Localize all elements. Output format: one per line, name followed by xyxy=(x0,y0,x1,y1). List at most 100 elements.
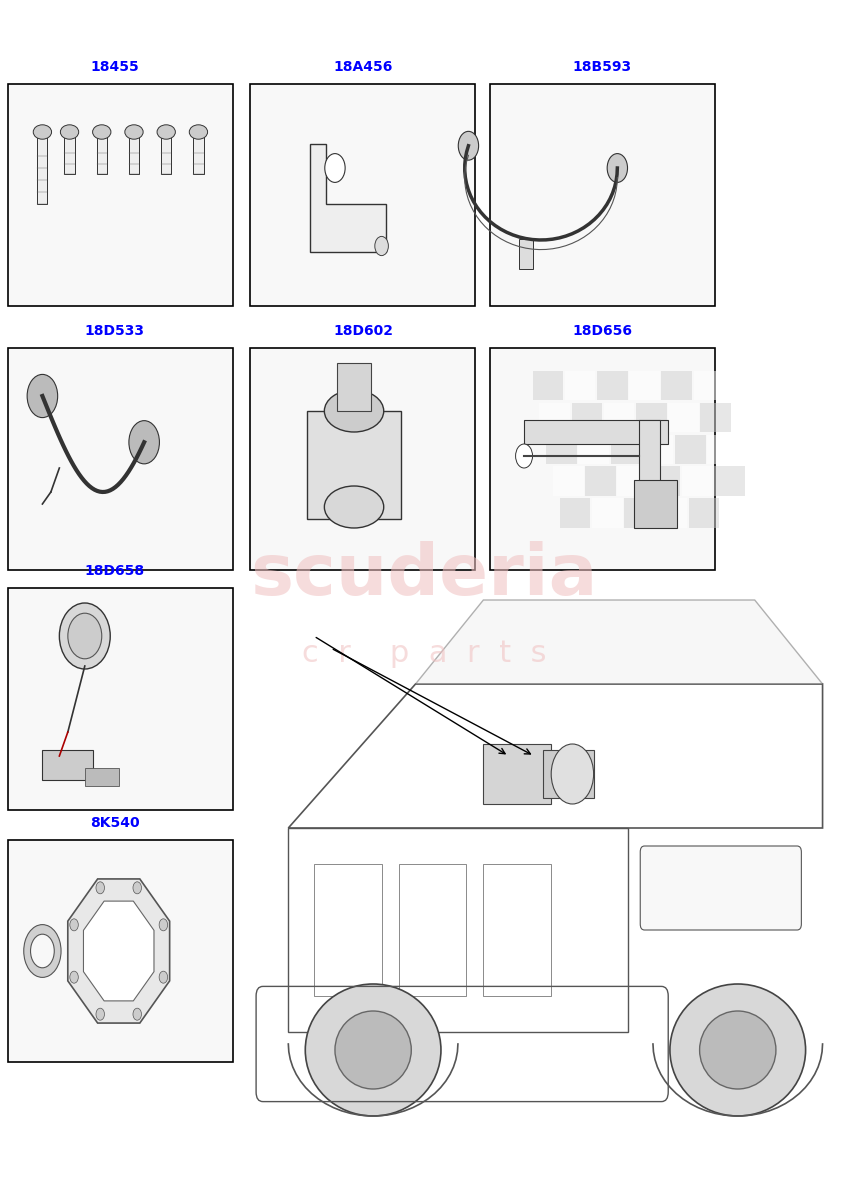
Bar xyxy=(543,750,594,798)
Ellipse shape xyxy=(68,613,102,659)
Bar xyxy=(483,744,551,804)
Bar xyxy=(597,371,628,401)
Text: 18D656: 18D656 xyxy=(572,324,632,338)
Ellipse shape xyxy=(700,1010,776,1090)
Bar xyxy=(307,410,400,518)
Bar xyxy=(483,864,551,996)
Bar xyxy=(643,434,673,464)
Bar xyxy=(714,467,745,496)
Bar xyxy=(553,467,583,496)
Bar xyxy=(337,362,371,410)
Circle shape xyxy=(70,971,78,983)
Bar xyxy=(624,498,655,528)
Polygon shape xyxy=(68,878,170,1024)
Ellipse shape xyxy=(551,744,594,804)
Ellipse shape xyxy=(670,984,806,1116)
Ellipse shape xyxy=(59,602,110,670)
Circle shape xyxy=(133,882,142,894)
Bar xyxy=(399,864,466,996)
Bar xyxy=(85,768,119,786)
Text: 18B593: 18B593 xyxy=(572,60,632,74)
Ellipse shape xyxy=(125,125,143,139)
Bar xyxy=(519,239,533,269)
Ellipse shape xyxy=(189,125,208,139)
Circle shape xyxy=(607,154,628,182)
Bar xyxy=(656,498,687,528)
Ellipse shape xyxy=(335,1010,411,1090)
Bar xyxy=(250,84,475,306)
Circle shape xyxy=(325,154,345,182)
Text: 18D602: 18D602 xyxy=(333,324,393,338)
Bar xyxy=(37,132,47,204)
Bar xyxy=(668,402,699,432)
Bar xyxy=(161,132,171,174)
Bar xyxy=(675,434,706,464)
Bar xyxy=(288,828,628,1032)
Bar xyxy=(490,348,715,570)
Bar xyxy=(707,434,738,464)
Bar xyxy=(650,467,680,496)
Bar xyxy=(314,864,382,996)
Circle shape xyxy=(70,919,78,931)
Bar xyxy=(546,434,577,464)
Bar xyxy=(578,434,609,464)
Bar xyxy=(629,371,660,401)
Bar xyxy=(8,840,233,1062)
Ellipse shape xyxy=(60,125,79,139)
Bar xyxy=(524,420,668,444)
Bar xyxy=(560,498,590,528)
Bar xyxy=(694,371,724,401)
Polygon shape xyxy=(416,600,823,684)
FancyBboxPatch shape xyxy=(640,846,801,930)
Circle shape xyxy=(159,919,168,931)
Bar xyxy=(539,402,570,432)
Circle shape xyxy=(96,882,104,894)
Bar xyxy=(682,467,712,496)
Bar xyxy=(721,498,751,528)
Bar xyxy=(533,371,563,401)
Bar xyxy=(97,132,107,174)
Polygon shape xyxy=(310,144,386,252)
Bar xyxy=(639,420,660,504)
Bar xyxy=(64,132,75,174)
Circle shape xyxy=(159,971,168,983)
Ellipse shape xyxy=(157,125,176,139)
Text: 18D658: 18D658 xyxy=(85,564,144,578)
Ellipse shape xyxy=(324,486,383,528)
Bar xyxy=(636,402,667,432)
Bar xyxy=(8,588,233,810)
Text: 18455: 18455 xyxy=(90,60,139,74)
Ellipse shape xyxy=(92,125,111,139)
Bar xyxy=(42,750,93,780)
Circle shape xyxy=(133,1008,142,1020)
Bar xyxy=(8,348,233,570)
Bar xyxy=(572,402,602,432)
Bar xyxy=(250,348,475,570)
Polygon shape xyxy=(83,901,154,1001)
Bar xyxy=(565,371,595,401)
Bar xyxy=(193,132,204,174)
Ellipse shape xyxy=(324,390,383,432)
Text: c  r    p  a  r  t  s: c r p a r t s xyxy=(302,640,546,668)
Ellipse shape xyxy=(33,125,52,139)
Circle shape xyxy=(375,236,388,256)
Circle shape xyxy=(458,131,478,160)
Bar xyxy=(634,480,677,528)
Circle shape xyxy=(516,444,533,468)
Text: scuderia: scuderia xyxy=(250,541,598,611)
Bar xyxy=(8,84,233,306)
Bar xyxy=(611,434,641,464)
Text: 8K540: 8K540 xyxy=(90,816,139,830)
Bar xyxy=(661,371,692,401)
Bar xyxy=(689,498,719,528)
Bar xyxy=(617,467,648,496)
Ellipse shape xyxy=(305,984,441,1116)
Bar xyxy=(604,402,634,432)
Bar xyxy=(585,467,616,496)
Bar xyxy=(490,84,715,306)
Circle shape xyxy=(129,421,159,464)
Circle shape xyxy=(96,1008,104,1020)
Circle shape xyxy=(27,374,58,418)
Text: 18A456: 18A456 xyxy=(333,60,393,74)
Bar xyxy=(129,132,139,174)
